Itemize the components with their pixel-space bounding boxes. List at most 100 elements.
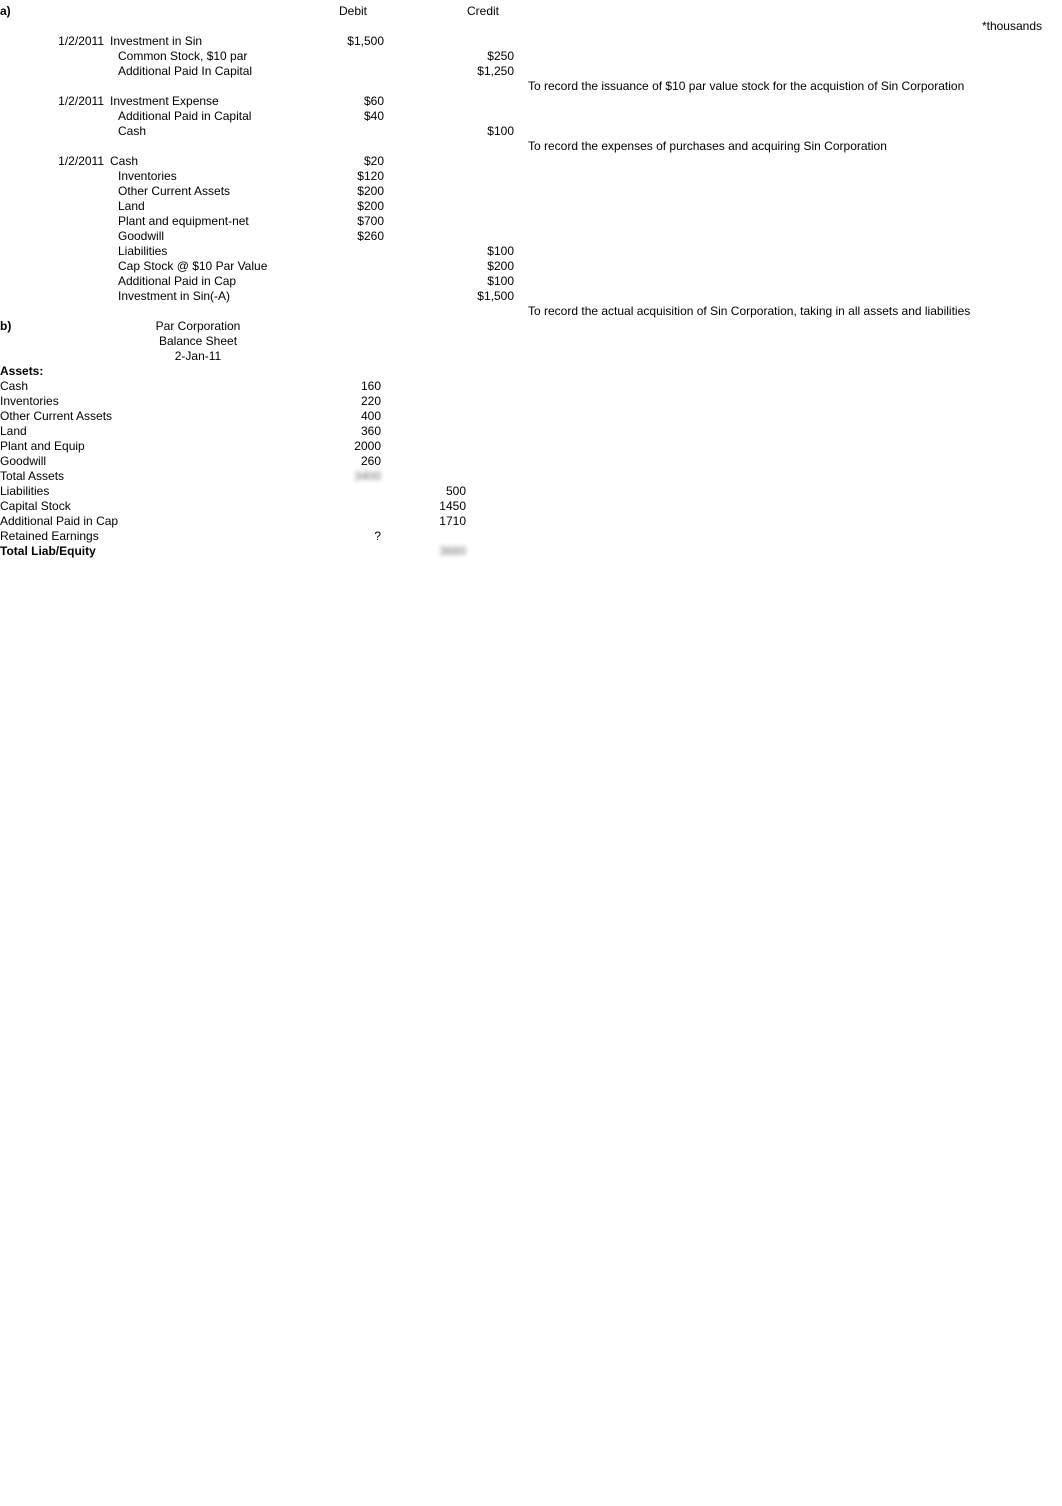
bs-value-col1: 160	[205, 379, 385, 394]
journal-line: Goodwill$260	[0, 229, 1062, 244]
journal-debit: $60	[318, 94, 388, 109]
bs-label: Total Assets	[0, 469, 205, 484]
journal-credit: $100	[448, 124, 518, 139]
journal-credit: $100	[448, 244, 518, 259]
journal-line: Additional Paid in Capital$40	[0, 109, 1062, 124]
bs-label: Total Liab/Equity	[0, 544, 205, 559]
journal-debit: $200	[318, 184, 388, 199]
balance-sheet-row: Total Liab/Equity3660	[0, 544, 1062, 559]
journal-account: Plant and equipment-net	[108, 214, 318, 229]
journal-line: Inventories$120	[0, 169, 1062, 184]
journal-debit: $200	[318, 199, 388, 214]
journal-account: Common Stock, $10 par	[108, 49, 318, 64]
journal-entries: 1/2/2011Investment in Sin$1,500Common St…	[0, 34, 1062, 319]
bs-label: Retained Earnings	[0, 529, 205, 544]
bs-label: Capital Stock	[0, 499, 205, 514]
bs-label: Other Current Assets	[0, 409, 205, 424]
bs-value-col2: 1710	[385, 514, 470, 529]
part-b-row-1: b) Par Corporation	[0, 319, 1062, 334]
assets-header-row: Assets:	[0, 364, 1062, 379]
journal-account: Additional Paid in Cap	[108, 274, 318, 289]
journal-account: Land	[108, 199, 318, 214]
balance-sheet-row: Additional Paid in Cap 1710	[0, 514, 1062, 529]
journal-line: Plant and equipment-net$700	[0, 214, 1062, 229]
balance-sheet-rows: Cash160Inventories220Other Current Asset…	[0, 379, 1062, 559]
thousands-note-row: *thousands	[0, 19, 1062, 34]
bs-value-col1: ?	[205, 529, 385, 544]
journal-credit: $250	[448, 49, 518, 64]
bs-value-col1: 3400	[205, 469, 385, 484]
journal-date: 1/2/2011	[8, 34, 108, 49]
journal-line: Cash $100	[0, 124, 1062, 139]
bs-label: Additional Paid in Cap	[0, 514, 205, 529]
part-b-row-2: Balance Sheet	[0, 334, 1062, 349]
journal-account: Investment Expense	[108, 94, 318, 109]
part-b-row-3: 2-Jan-11	[0, 349, 1062, 364]
bs-label: Cash	[0, 379, 205, 394]
journal-account: Additional Paid In Capital	[108, 64, 318, 79]
journal-account: Cash	[108, 124, 318, 139]
part-b-marker: b)	[0, 319, 8, 334]
bs-title-2: Balance Sheet	[108, 334, 278, 349]
journal-date: 1/2/2011	[8, 94, 108, 109]
journal-account: Additional Paid in Capital	[108, 109, 318, 124]
balance-sheet-row: Retained Earnings?	[0, 529, 1062, 544]
bs-label: Plant and Equip	[0, 439, 205, 454]
bs-value-col1: 220	[205, 394, 385, 409]
bs-label: Goodwill	[0, 454, 205, 469]
balance-sheet-row: Goodwill260	[0, 454, 1062, 469]
journal-line: Cap Stock @ $10 Par Value$200	[0, 259, 1062, 274]
journal-memo-row: To record the actual acquisition of Sin …	[0, 304, 1062, 319]
journal-credit: $1,250	[448, 64, 518, 79]
debit-header: Debit	[318, 4, 388, 19]
journal-account: Cash	[108, 154, 318, 169]
journal-line: Other Current Assets$200	[0, 184, 1062, 199]
journal-line: Land$200	[0, 199, 1062, 214]
journal-account: Liabilities	[108, 244, 318, 259]
journal-account: Investment in Sin(-A)	[108, 289, 318, 304]
journal-account: Investment in Sin	[108, 34, 318, 49]
bs-title-1: Par Corporation	[108, 319, 278, 334]
bs-label: Inventories	[0, 394, 205, 409]
journal-line: Additional Paid In Capital $1,250	[0, 64, 1062, 79]
balance-sheet-row: Total Assets3400	[0, 469, 1062, 484]
balance-sheet-row: Other Current Assets400	[0, 409, 1062, 424]
journal-date: 1/2/2011	[8, 154, 108, 169]
journal-memo-row: To record the issuance of $10 par value …	[0, 79, 1062, 94]
journal-account: Inventories	[108, 169, 318, 184]
bs-value-col1: 360	[205, 424, 385, 439]
journal-debit: $40	[318, 109, 388, 124]
journal-line: 1/2/2011Cash$20	[0, 154, 1062, 169]
bs-label: Liabilities	[0, 484, 205, 499]
bs-value-col2: 1450	[385, 499, 470, 514]
balance-sheet-row: Capital Stock 1450	[0, 499, 1062, 514]
journal-line: Liabilities $100	[0, 244, 1062, 259]
journal-debit: $20	[318, 154, 388, 169]
bs-title-3: 2-Jan-11	[108, 349, 278, 364]
journal-memo-row: To record the expenses of purchases and …	[0, 139, 1062, 154]
bs-value-col2: 500	[385, 484, 470, 499]
journal-line: Additional Paid in Cap$100	[0, 274, 1062, 289]
credit-header: Credit	[448, 4, 518, 19]
journal-account: Cap Stock @ $10 Par Value	[108, 259, 318, 274]
journal-line: Investment in Sin(-A)$1,500	[0, 289, 1062, 304]
journal-debit: $1,500	[318, 34, 388, 49]
journal-debit: $700	[318, 214, 388, 229]
part-a-marker: a)	[0, 4, 8, 19]
balance-sheet-row: Liabilities 500	[0, 484, 1062, 499]
balance-sheet-row: Cash160	[0, 379, 1062, 394]
balance-sheet-row: Land360	[0, 424, 1062, 439]
journal-account: Other Current Assets	[108, 184, 318, 199]
header-row: a) Debit Credit	[0, 4, 1062, 19]
assets-header: Assets:	[0, 364, 205, 379]
bs-value-col1: 400	[205, 409, 385, 424]
thousands-note: *thousands	[0, 19, 1062, 34]
bs-label: Land	[0, 424, 205, 439]
journal-debit: $260	[318, 229, 388, 244]
balance-sheet-row: Inventories220	[0, 394, 1062, 409]
journal-line: 1/2/2011Investment Expense$60	[0, 94, 1062, 109]
bs-value-col1: 2000	[205, 439, 385, 454]
journal-line: Common Stock, $10 par $250	[0, 49, 1062, 64]
journal-memo: To record the actual acquisition of Sin …	[518, 304, 1062, 319]
journal-memo: To record the issuance of $10 par value …	[518, 79, 1062, 94]
